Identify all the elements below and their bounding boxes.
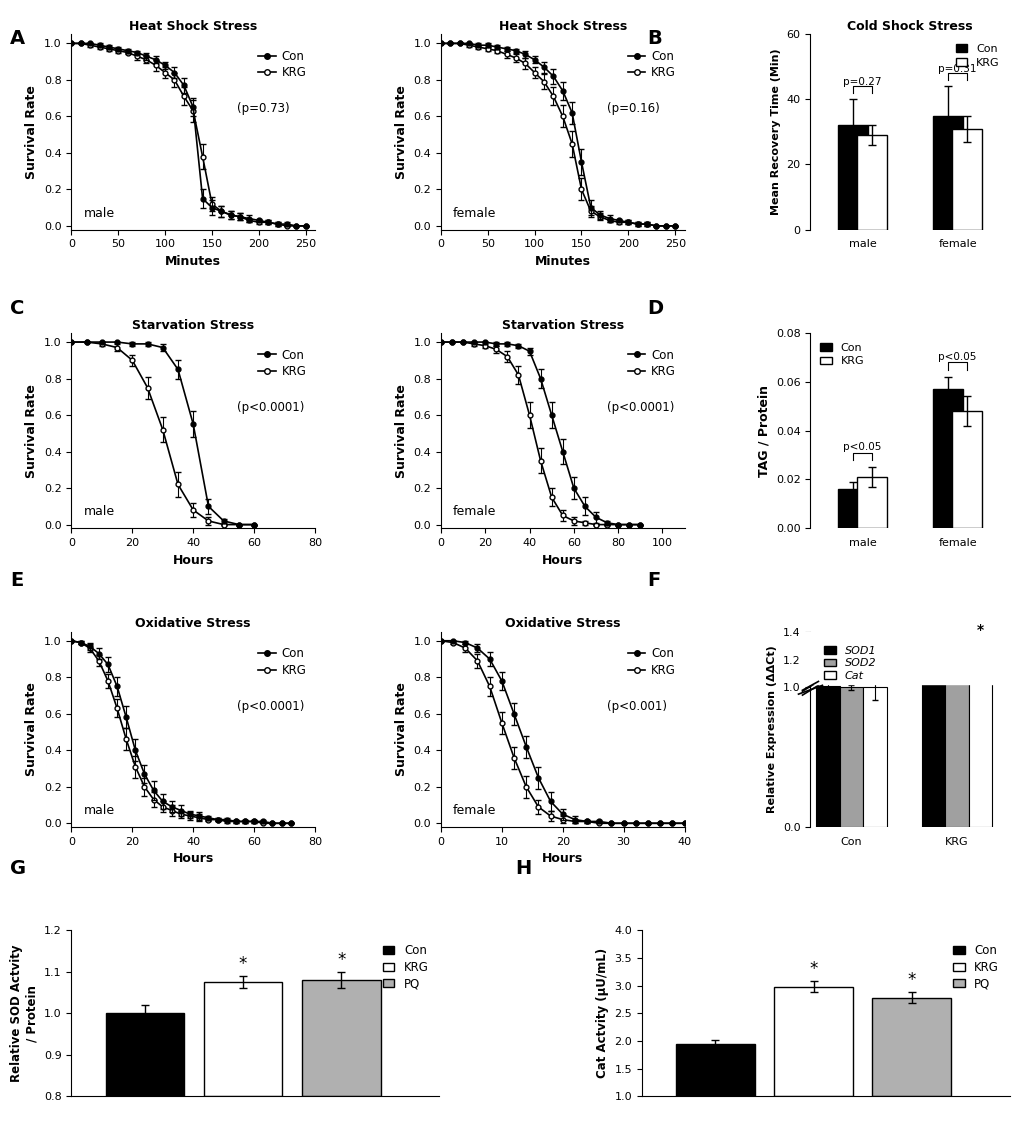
Legend: Con, KRG: Con, KRG <box>627 50 676 80</box>
Y-axis label: Survival Rate: Survival Rate <box>394 682 408 777</box>
Bar <box>968 649 991 827</box>
Text: *: * <box>238 956 247 973</box>
Text: G: G <box>10 859 26 878</box>
Bar <box>932 115 962 230</box>
Legend: Con, KRG: Con, KRG <box>627 348 676 378</box>
Legend: Con, KRG: Con, KRG <box>258 348 307 378</box>
Bar <box>951 411 981 529</box>
Bar <box>951 129 981 230</box>
Text: (p<0.0001): (p<0.0001) <box>236 700 304 713</box>
Text: E: E <box>10 571 23 590</box>
Text: C: C <box>10 299 24 319</box>
Text: female: female <box>452 804 496 818</box>
Bar <box>871 998 950 1096</box>
Text: *: * <box>907 971 915 989</box>
Text: H: H <box>515 859 531 878</box>
Text: *: * <box>929 645 936 659</box>
Text: p=0.27: p=0.27 <box>843 77 881 87</box>
Legend: SOD1, SOD2, Cat: SOD1, SOD2, Cat <box>819 641 879 685</box>
Bar <box>921 669 945 827</box>
Text: (p=0.16): (p=0.16) <box>606 103 658 115</box>
Title: Heat Shock Stress: Heat Shock Stress <box>129 21 257 33</box>
Bar <box>798 632 1019 684</box>
Bar <box>838 489 867 529</box>
X-axis label: Hours: Hours <box>541 554 583 566</box>
Y-axis label: Cat Actvity (μU/mL): Cat Actvity (μU/mL) <box>595 948 608 1078</box>
Title: Cold Shock Stress: Cold Shock Stress <box>847 21 972 33</box>
X-axis label: Hours: Hours <box>172 554 214 566</box>
Bar <box>862 687 886 827</box>
Legend: Con, KRG, PQ: Con, KRG, PQ <box>948 940 1003 995</box>
Text: A: A <box>10 29 25 48</box>
Y-axis label: Relative SOD Actvity
/ Protein: Relative SOD Actvity / Protein <box>10 944 39 1083</box>
Text: p<0.05: p<0.05 <box>843 442 881 452</box>
Bar <box>773 987 852 1096</box>
Text: (p<0.001): (p<0.001) <box>606 700 666 713</box>
Text: (p<0.0001): (p<0.0001) <box>236 401 304 415</box>
Text: p=0.31: p=0.31 <box>937 64 976 74</box>
Bar <box>302 980 380 1096</box>
Bar <box>945 669 968 827</box>
Bar <box>932 389 962 529</box>
Title: Starvation Stress: Starvation Stress <box>132 319 254 332</box>
Bar <box>856 477 887 529</box>
Text: male: male <box>84 207 114 219</box>
Bar <box>815 686 839 827</box>
X-axis label: Hours: Hours <box>172 852 214 866</box>
Y-axis label: Survival Rate: Survival Rate <box>394 384 408 477</box>
Y-axis label: Mean Recovery Time (Min): Mean Recovery Time (Min) <box>770 49 781 215</box>
Text: D: D <box>647 299 663 319</box>
Bar <box>204 982 282 1096</box>
Text: *: * <box>808 960 817 978</box>
X-axis label: Minutes: Minutes <box>534 255 590 268</box>
Legend: Con, KRG: Con, KRG <box>627 648 676 677</box>
Legend: Con, KRG: Con, KRG <box>258 50 307 80</box>
Y-axis label: Survival Rate: Survival Rate <box>25 85 39 179</box>
Title: Heat Shock Stress: Heat Shock Stress <box>498 21 627 33</box>
Y-axis label: TAG / Protein: TAG / Protein <box>757 385 769 476</box>
Bar <box>856 135 887 230</box>
Bar <box>838 126 867 230</box>
X-axis label: Hours: Hours <box>541 852 583 866</box>
Legend: Con, KRG: Con, KRG <box>951 40 1004 72</box>
Text: *: * <box>336 951 345 970</box>
X-axis label: Minutes: Minutes <box>165 255 221 268</box>
Legend: Con, KRG, PQ: Con, KRG, PQ <box>378 940 433 995</box>
Legend: Con, KRG: Con, KRG <box>258 648 307 677</box>
Text: (p<0.0001): (p<0.0001) <box>606 401 674 415</box>
Text: *: * <box>953 648 960 661</box>
Text: female: female <box>452 506 496 518</box>
Bar <box>676 1044 754 1096</box>
Text: (p=0.73): (p=0.73) <box>236 103 289 115</box>
Legend: Con, KRG: Con, KRG <box>815 338 867 371</box>
Y-axis label: Survival Rate: Survival Rate <box>25 384 39 477</box>
Text: p<0.05: p<0.05 <box>937 352 976 362</box>
Y-axis label: Survival Rate: Survival Rate <box>25 682 39 777</box>
Text: female: female <box>452 207 496 219</box>
Y-axis label: Survival Rate: Survival Rate <box>394 85 408 179</box>
Text: male: male <box>84 506 114 518</box>
Text: F: F <box>647 571 660 590</box>
Title: Starvation Stress: Starvation Stress <box>501 319 624 332</box>
Text: B: B <box>647 29 661 48</box>
Bar <box>106 1013 184 1096</box>
Y-axis label: Relative Expression (ΔΔCt): Relative Expression (ΔΔCt) <box>766 645 776 813</box>
Text: *: * <box>976 622 983 636</box>
Text: male: male <box>84 804 114 818</box>
Bar <box>839 687 862 827</box>
Title: Oxidative Stress: Oxidative Stress <box>504 618 620 630</box>
Title: Oxidative Stress: Oxidative Stress <box>136 618 251 630</box>
